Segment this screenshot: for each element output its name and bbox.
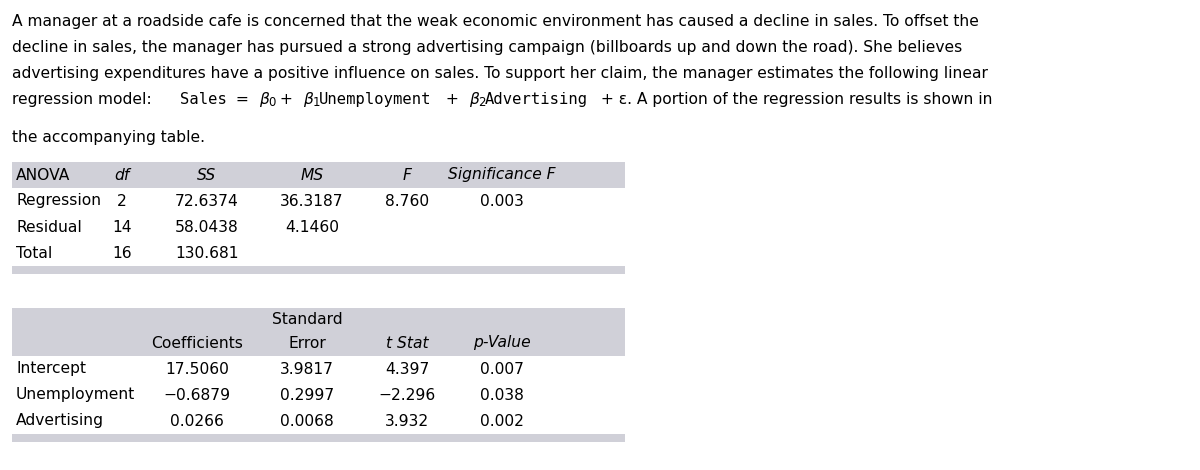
- Text: 2: 2: [478, 96, 485, 109]
- Text: Regression: Regression: [16, 194, 101, 209]
- Text: Error: Error: [288, 336, 326, 351]
- Text: 0.003: 0.003: [480, 194, 524, 209]
- Text: β: β: [258, 92, 269, 107]
- Text: SS: SS: [197, 167, 217, 182]
- Text: −0.6879: −0.6879: [163, 387, 230, 402]
- Text: F: F: [402, 167, 412, 182]
- Text: df: df: [114, 167, 130, 182]
- Text: Significance F: Significance F: [449, 167, 556, 182]
- Text: 0.2997: 0.2997: [280, 387, 334, 402]
- Text: =: =: [230, 92, 253, 107]
- Text: regression model:: regression model:: [12, 92, 156, 107]
- Text: 17.5060: 17.5060: [166, 361, 229, 376]
- Text: Standard: Standard: [271, 312, 342, 327]
- Text: Advertising: Advertising: [16, 414, 104, 429]
- Bar: [12, 356, 625, 382]
- Bar: [12, 408, 625, 434]
- Text: Total: Total: [16, 245, 53, 260]
- Text: ANOVA: ANOVA: [16, 167, 71, 182]
- Text: Intercept: Intercept: [16, 361, 86, 376]
- Text: 4.397: 4.397: [385, 361, 430, 376]
- Text: 0: 0: [268, 96, 275, 109]
- Text: Advertising: Advertising: [485, 92, 588, 107]
- Text: 0.007: 0.007: [480, 361, 524, 376]
- Text: 130.681: 130.681: [175, 245, 239, 260]
- Text: 72.6374: 72.6374: [175, 194, 239, 209]
- Text: 36.3187: 36.3187: [280, 194, 344, 209]
- Text: 0.0068: 0.0068: [280, 414, 334, 429]
- Text: β: β: [468, 92, 479, 107]
- Text: 0.0266: 0.0266: [170, 414, 224, 429]
- Text: 2: 2: [118, 194, 127, 209]
- Text: 16: 16: [112, 245, 132, 260]
- Text: Unemployment: Unemployment: [319, 92, 432, 107]
- Text: 8.760: 8.760: [385, 194, 430, 209]
- Text: +: +: [440, 92, 463, 107]
- Text: Residual: Residual: [16, 219, 82, 235]
- Text: 58.0438: 58.0438: [175, 219, 239, 235]
- Bar: [12, 214, 625, 240]
- Bar: [12, 240, 625, 266]
- Bar: [12, 382, 625, 408]
- Text: β: β: [302, 92, 313, 107]
- Text: Sales: Sales: [180, 92, 227, 107]
- Text: advertising expenditures have a positive influence on sales. To support her clai: advertising expenditures have a positive…: [12, 66, 988, 81]
- Text: 0.038: 0.038: [480, 387, 524, 402]
- Text: −2.296: −2.296: [378, 387, 436, 402]
- Bar: [12, 162, 625, 188]
- Text: 3.932: 3.932: [385, 414, 430, 429]
- Text: Unemployment: Unemployment: [16, 387, 136, 402]
- Bar: [12, 434, 625, 442]
- Text: p-Value: p-Value: [473, 336, 530, 351]
- Text: 14: 14: [112, 219, 132, 235]
- Text: decline in sales, the manager has pursued a strong advertising campaign (billboa: decline in sales, the manager has pursue…: [12, 40, 962, 55]
- Bar: [12, 188, 625, 214]
- Text: 3.9817: 3.9817: [280, 361, 334, 376]
- Text: A manager at a roadside cafe is concerned that the weak economic environment has: A manager at a roadside cafe is concerne…: [12, 14, 979, 29]
- Text: 0.002: 0.002: [480, 414, 524, 429]
- Text: 1: 1: [312, 96, 319, 109]
- Text: + ε. A portion of the regression results is shown in: + ε. A portion of the regression results…: [596, 92, 992, 107]
- Bar: [12, 308, 625, 356]
- Bar: [12, 266, 625, 274]
- Text: 4.1460: 4.1460: [286, 219, 340, 235]
- Text: MS: MS: [300, 167, 324, 182]
- Text: the accompanying table.: the accompanying table.: [12, 130, 205, 145]
- Text: Coefficients: Coefficients: [151, 336, 242, 351]
- Text: t Stat: t Stat: [385, 336, 428, 351]
- Text: +: +: [275, 92, 298, 107]
